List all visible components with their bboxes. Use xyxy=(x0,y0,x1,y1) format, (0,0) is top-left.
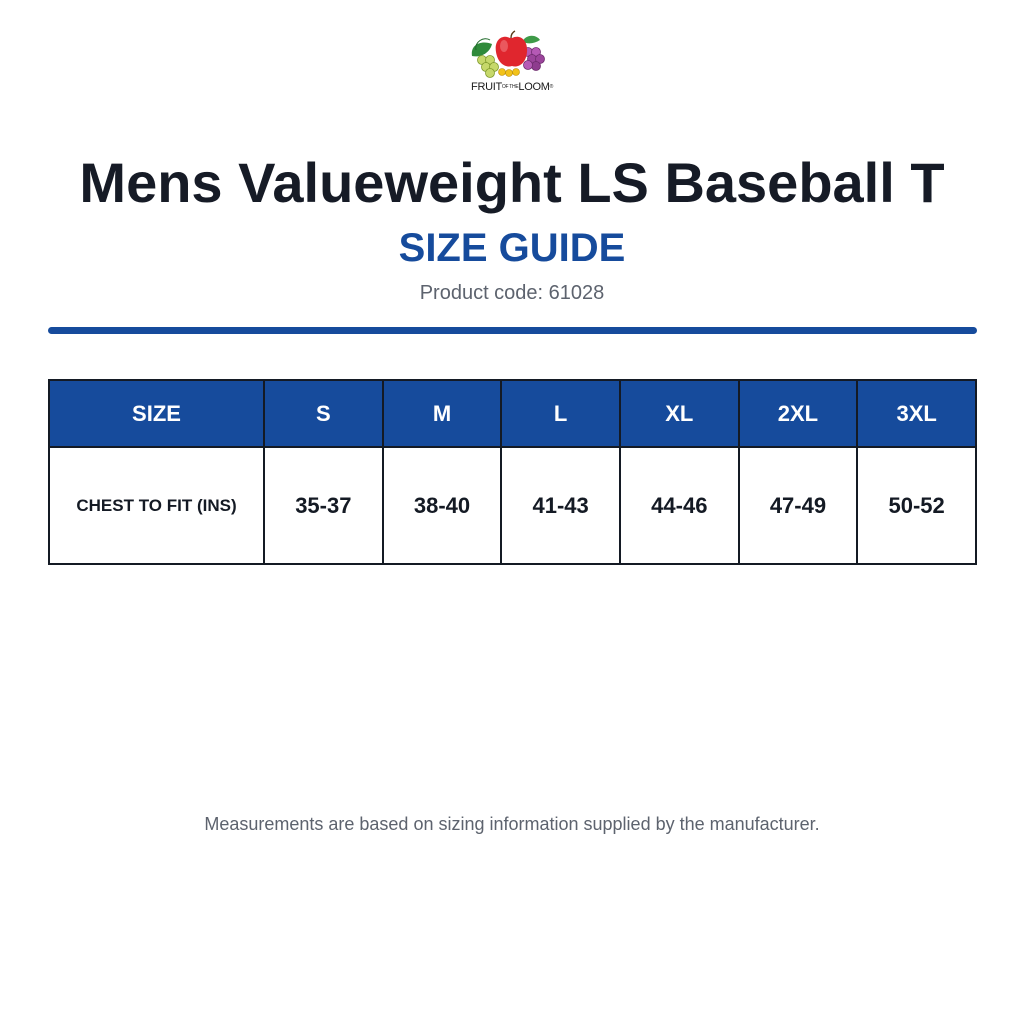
header-size-label: SIZE xyxy=(48,379,265,448)
chest-value-m: 38-40 xyxy=(381,446,503,565)
header-size-3xl: 3XL xyxy=(856,379,977,448)
size-table: SIZE S M L XL 2XL 3XL CHEST TO FIT (INS)… xyxy=(48,379,977,565)
header-size-2xl: 2XL xyxy=(737,379,859,448)
fruit-logo-icon xyxy=(471,30,545,78)
table-header-row: SIZE S M L XL 2XL 3XL xyxy=(48,379,977,448)
product-code: Product code: 61028 xyxy=(419,282,605,304)
chest-value-s: 35-37 xyxy=(263,446,384,565)
chest-value-3xl: 50-52 xyxy=(856,446,977,565)
chest-value-l: 41-43 xyxy=(500,446,621,565)
row-label-chest: CHEST TO FIT (INS) xyxy=(48,446,265,565)
size-guide-heading: SIZE GUIDE xyxy=(398,226,626,270)
header-size-m: M xyxy=(381,379,503,448)
brand-logo: FRUITOF THELOOM® xyxy=(462,30,562,100)
chest-value-xl: 44-46 xyxy=(618,446,740,565)
page-title: Mens Valueweight LS Baseball T xyxy=(79,151,945,214)
table-row: CHEST TO FIT (INS) 35-37 38-40 41-43 44-… xyxy=(48,446,977,565)
measurement-disclaimer: Measurements are based on sizing informa… xyxy=(204,814,820,834)
header-size-l: L xyxy=(500,379,621,448)
chest-value-2xl: 47-49 xyxy=(737,446,859,565)
logo-wordmark: FRUITOF THELOOM® xyxy=(471,81,553,93)
header-size-xl: XL xyxy=(618,379,740,448)
header-size-s: S xyxy=(263,379,384,448)
header-divider xyxy=(48,327,977,334)
